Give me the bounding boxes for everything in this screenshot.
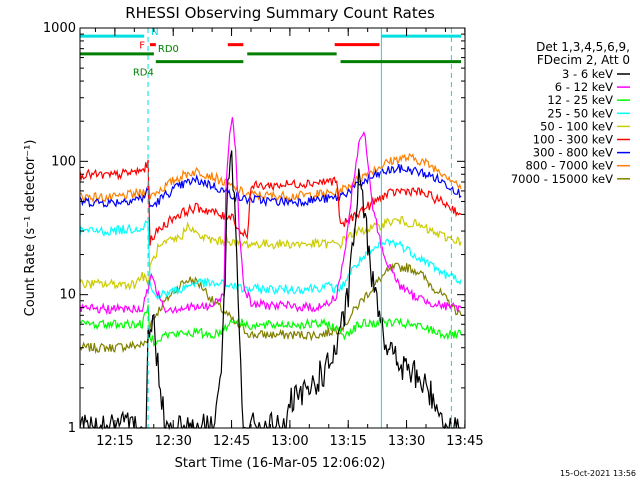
chart-title: RHESSI Observing Summary Count Rates xyxy=(125,4,435,22)
series-line-6-12-kev xyxy=(79,117,462,316)
legend-label-6-12-kev: 6 - 12 keV xyxy=(555,80,613,94)
legend: Det 1,3,4,5,6,9, FDecim 2, Att 0 3 - 6 k… xyxy=(511,40,630,186)
series-line-7000-15000-kev xyxy=(79,262,462,355)
legend-header-line-1: Det 1,3,4,5,6,9, xyxy=(536,40,630,54)
legend-label-12-25-kev: 12 - 25 keV xyxy=(547,93,613,107)
x-axis: 12:15 12:30 12:45 13:00 13:15 13:30 13:45 xyxy=(94,28,484,449)
legend-label-25-50-kev: 25 - 50 keV xyxy=(547,106,613,120)
footer-timestamp: 15-Oct-2021 13:56 xyxy=(560,469,636,478)
flag-label-n: N xyxy=(151,27,158,38)
series-line-800-7000-kev xyxy=(79,152,462,204)
legend-label-100-300-kev: 100 - 300 keV xyxy=(533,133,613,147)
x-axis-label: Start Time (16-Mar-05 12:06:02) xyxy=(175,456,386,471)
x-tick-label: 13:45 xyxy=(446,434,483,449)
series-line-25-50-kev xyxy=(79,219,462,301)
x-tick-label: 12:15 xyxy=(96,434,133,449)
series-line-300-800-kev xyxy=(79,163,462,209)
plot-area: NF RD0 RD4 xyxy=(79,27,462,431)
y-axis: 1 10 100 1000 xyxy=(43,21,465,436)
legend-label-300-800-kev: 300 - 800 keV xyxy=(533,146,613,160)
x-tick-label: 13:15 xyxy=(329,434,366,449)
flag-label-rd4: RD4 xyxy=(133,68,154,79)
plot-frame xyxy=(79,27,466,429)
legend-label-800-7000-kev: 800 - 7000 keV xyxy=(525,159,613,173)
y-tick-label: 1 xyxy=(68,421,76,436)
x-tick-label: 13:00 xyxy=(271,434,308,449)
x-tick-label: 12:45 xyxy=(213,434,250,449)
legend-label-3-6-kev: 3 - 6 keV xyxy=(562,67,613,81)
y-axis-label: Count Rate (s⁻¹ detector⁻¹) xyxy=(23,140,38,317)
legend-label-50-100-kev: 50 - 100 keV xyxy=(540,119,613,133)
x-tick-label: 13:30 xyxy=(388,434,425,449)
y-tick-label: 100 xyxy=(51,154,76,169)
series-line-12-25-kev xyxy=(79,304,462,347)
x-tick-label: 12:30 xyxy=(154,434,191,449)
flag-label-rd0: RD0 xyxy=(158,44,179,55)
legend-header-line-2: FDecim 2, Att 0 xyxy=(537,53,630,67)
series-line-50-100-kev xyxy=(79,216,462,291)
flag-label-f: F xyxy=(139,41,145,52)
y-tick-label: 1000 xyxy=(43,21,76,36)
series-line-100-300-kev xyxy=(79,159,462,246)
y-tick-label: 10 xyxy=(59,288,76,303)
legend-label-7000-15000-kev: 7000 - 15000 keV xyxy=(511,172,613,186)
